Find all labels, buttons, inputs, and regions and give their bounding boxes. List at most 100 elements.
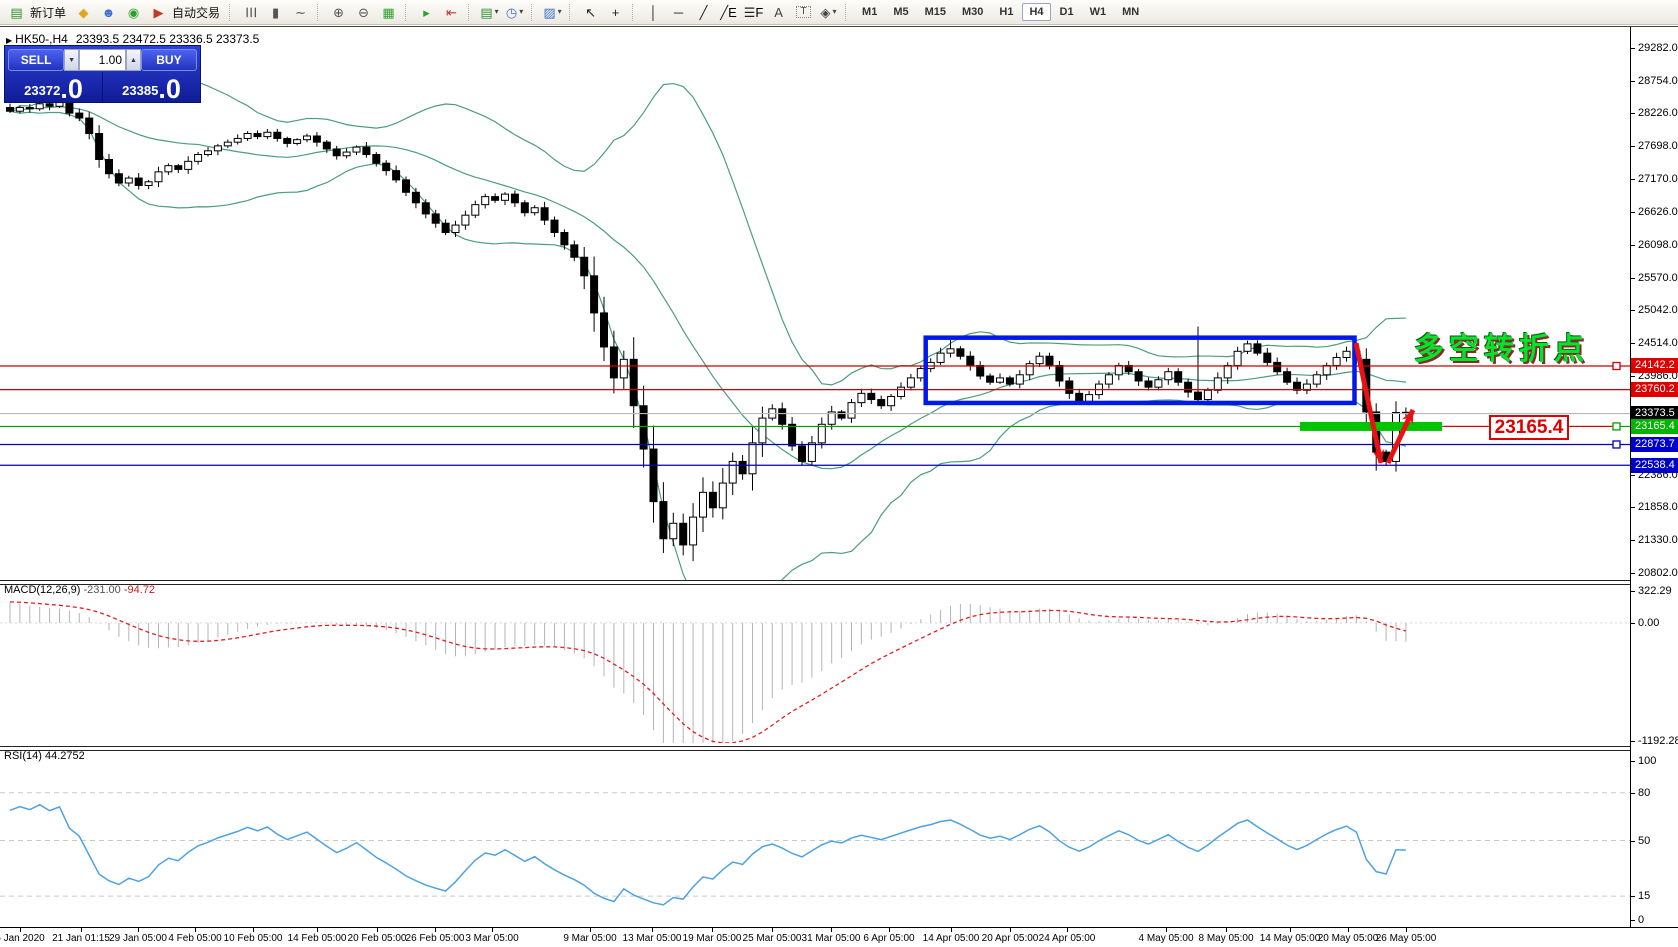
volume-decrease-button[interactable]: ▼ [64,49,79,71]
macd-axis-tick: -1192.28 [1631,735,1678,747]
volume-input[interactable] [79,49,126,71]
bars-chart-icon[interactable]: ☰ [243,6,259,18]
price-tick: 21330.0 [1631,533,1678,546]
chart-window: ▶ HK50-,H4 23393.5 23472.5 23336.5 23373.5… [0,26,1678,947]
buy-price[interactable]: 23385 .0 [103,72,200,102]
sell-price-int: 23372 [24,83,61,98]
toolbar-separator [405,3,410,21]
time-axis[interactable]: 5 Jan 2020 21 Jan 01:15 29 Jan 05:00 4 Feb … [0,927,1678,947]
macd-main-value: -231.00 [83,584,121,596]
signals-icon[interactable]: ◉ [127,4,140,20]
macd-axis-tick: 322.29 [1631,584,1672,597]
sell-price[interactable]: 23372 .0 [5,72,102,102]
price-tick: 28226.0 [1631,107,1678,120]
rsi-value: 44.2752 [44,750,85,762]
time-label: 13 Mar 05:00 [622,933,682,944]
zoom-out-icon[interactable]: ⊖ [358,4,369,20]
macd-label: MACD(12,26,9) -231.00 -94.72 [4,584,156,596]
timeframe-d1[interactable]: D1 [1059,6,1074,18]
volume-increase-button[interactable]: ▲ [126,49,141,71]
time-label: 8 May 05:00 [1198,933,1254,944]
chevron-down-icon: ▾ [494,7,499,16]
time-label: 14 May 05:00 [1259,933,1321,944]
timeframe-h4[interactable]: H4 [1022,3,1051,21]
time-tick [889,928,890,932]
fibonacci-icon[interactable]: ☰ F [743,4,764,20]
zoom-in-icon[interactable]: ⊕ [333,4,344,20]
timeframe-w1[interactable]: W1 [1089,6,1107,18]
time-tick [138,928,139,932]
text-icon[interactable]: A [774,4,783,20]
sell-price-frac: .0 [60,73,83,104]
one-click-trade-panel: SELL ▼ ▲ BUY 23372 .0 23385 .0 [4,45,201,103]
price-axis[interactable]: 29282.0 28754.0 28226.0 27698.0 27170.0 26626… [1630,27,1678,927]
macd-pane-separator[interactable] [0,580,1678,585]
time-tick [492,928,493,932]
time-label: 21 Jan 01:15 [52,933,110,944]
macd-signal-value: -94.72 [123,584,156,596]
label-icon[interactable]: T [791,2,816,22]
time-label: 6 Apr 05:00 [863,933,915,944]
cursor-icon[interactable]: ↖ [585,4,596,20]
autotrading-icon-label: 自动交易 [172,5,221,20]
price-tick: 26626.0 [1631,206,1678,219]
time-tick [772,928,773,932]
new-chart-icon[interactable]: ▤ ▾ [480,4,499,20]
symbol-marker-icon: ▶ [6,36,13,45]
price-level-badge: 24142.2 [1631,358,1678,374]
time-tick [1226,928,1227,932]
time-tick [831,928,832,932]
buy-button[interactable]: BUY [140,49,197,71]
time-label: 3 Mar 05:00 [465,933,519,944]
timeframe-m15[interactable]: M15 [924,6,946,18]
time-tick [1348,928,1349,932]
shapes-icon[interactable]: ◈ ▾ [820,4,837,20]
price-level-badge: 23760.2 [1631,382,1678,398]
time-tick [253,928,254,932]
new-order-icon[interactable]: ▤ [10,4,23,20]
toolbar-separator [531,3,536,21]
timeframe-m5[interactable]: M5 [893,6,909,18]
rsi-axis-tick: 100 [1630,755,1657,767]
price-tick: 20802.0 [1631,566,1678,579]
rsi-pane-separator[interactable] [0,746,1678,751]
periods-icon[interactable]: ◷ ▾ [505,4,524,20]
auto-scroll-icon[interactable]: ▸ [423,4,430,20]
chevron-down-icon: ▾ [832,7,837,16]
chart-shift-icon[interactable]: ⇤ [446,4,457,20]
symbol-header: ▶ HK50-,H4 23393.5 23472.5 23336.5 23373.5 [6,32,259,46]
template-icon[interactable]: ▨ ▾ [543,4,562,20]
time-tick [1067,928,1068,932]
timeframe-m1[interactable]: M1 [862,6,878,18]
time-tick [1166,928,1167,932]
time-tick [1406,928,1407,932]
trendline-icon[interactable]: ╱ [699,4,708,20]
sell-button[interactable]: SELL [8,49,65,71]
hline-icon[interactable]: ─ [673,4,684,20]
line-chart-icon[interactable]: ∼ [295,4,306,20]
price-tick: 25042.0 [1631,304,1678,317]
autotrading-icon[interactable]: ▶ [153,4,164,20]
main-toolbar: ▤ 新订单 ◆ ☻ ◉ ▶ 自动交易 ☰ ▮ ∼ ⊕ ⊖ ▦ ▸ ⇤ ▤ ▾ ◷ ▾ ▨ ▾ ↖ + │ ─ ╱ ╱ E ☰ F A T ◈ ▾ M… [0,0,1678,25]
channel-icon[interactable]: ╱ E [720,4,737,20]
vline-icon[interactable]: │ [649,4,658,20]
timeframe-m30[interactable]: M30 [962,6,984,18]
timeframe-h1[interactable]: H1 [999,6,1014,18]
crosshair-icon[interactable]: + [611,4,620,20]
time-tick [81,928,82,932]
eraser-icon[interactable]: ◆ [78,4,89,20]
chart-canvas[interactable] [0,27,1678,947]
time-tick [195,928,196,932]
rsi-axis-tick: 15 [1630,890,1651,903]
candles-chart-icon[interactable]: ▮ [271,4,280,20]
price-level-badge: 22538.4 [1631,457,1678,473]
rsi-axis-tick: 80 [1630,786,1651,799]
chevron-down-icon: ▾ [519,7,524,16]
timeframe-mn[interactable]: MN [1122,6,1140,18]
price-tick: 21858.0 [1631,501,1678,514]
tile-windows-icon[interactable]: ▦ [382,4,395,20]
metaeditor-icon[interactable]: ☻ [101,4,116,20]
new-order-icon-label: 新订单 [30,5,67,20]
price-level-badge: 23373.5 [1631,406,1678,422]
time-tick [435,928,436,932]
